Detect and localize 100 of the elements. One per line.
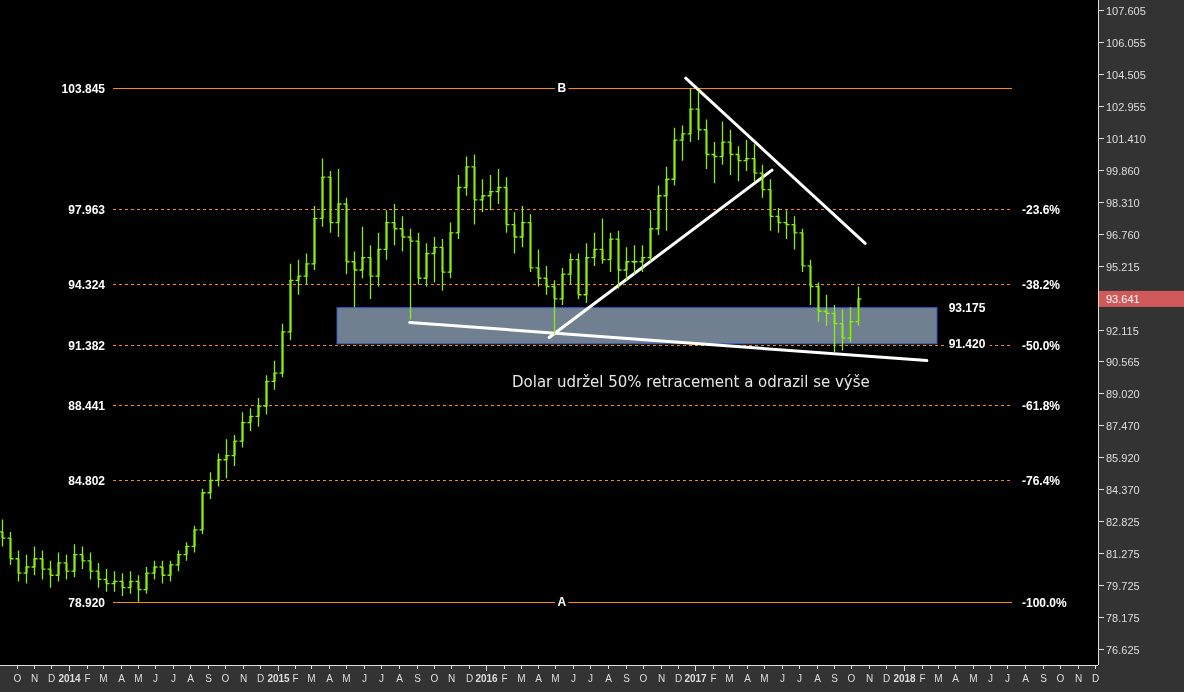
x-tick-label: A [535,673,543,684]
x-tick-label: F [919,673,926,684]
ref-line-label: 103.845 [61,81,106,96]
x-tick-label: J [153,673,158,684]
y-tick-label: 99.860 [1106,164,1140,177]
y-tick-label: 82.825 [1106,515,1140,528]
ref-line-label: 84.802 [68,473,106,488]
x-tick-label: J [988,673,993,684]
x-tick-label: 2014 [58,673,82,684]
x-tick-label: M [725,673,734,684]
ref-line-label: 94.324 [68,277,106,292]
x-tick-label: A [187,673,195,684]
text: 93.641 [1106,292,1140,305]
x-tick-label: S [623,673,631,684]
y-tick-label: 79.725 [1106,579,1140,592]
x-tick-label: J [362,673,367,684]
x-tick-label: 2015 [267,673,291,684]
x-tick-label: A [118,673,126,684]
x-tick-label: M [517,673,526,684]
y-tick-label: 106.055 [1106,36,1146,49]
x-tick-label: N [865,673,874,684]
y-tick-label: 101.410 [1106,132,1146,145]
x-tick-label: J [379,673,384,684]
x-tick-label: D [1091,673,1100,684]
x-tick-label: M [307,673,316,684]
x-tick-label: D [465,673,474,684]
y-tick-label: 89.020 [1106,387,1140,400]
y2-tick-label: -61.8% [1022,398,1061,413]
x-tick-label: A [952,673,960,684]
y-tick-label: 95.215 [1106,260,1140,273]
x-tick-label: F [710,673,717,684]
x-tick-label: A [744,673,752,684]
x-tick-label: J [1005,673,1010,684]
x-tick-label: M [342,673,351,684]
x-tick-label: 2017 [684,673,708,684]
y-tick-label: 96.760 [1106,228,1140,241]
x-tick-label: J [171,673,176,684]
y-tick-label: 104.505 [1106,68,1146,81]
x-tick-label: M [99,673,108,684]
y2-tick-label: -23.6% [1022,202,1061,217]
x-tick-label: D [674,673,683,684]
ref-line-label: 88.441 [68,398,106,413]
y-tick-label: 92.115 [1106,324,1139,337]
x-tick-label: F [501,673,508,684]
x-tick-label: A [1022,673,1030,684]
x-tick-label: M [760,673,769,684]
y-tick-label: 102.955 [1106,100,1146,113]
x-tick-label: M [551,673,560,684]
y-tick-label: 107.605 [1106,4,1146,17]
x-tick-label: N [1074,673,1083,684]
x-tick-label: O [847,673,856,684]
y-tick-label: 87.470 [1106,419,1140,432]
x-tick-label: N [447,673,456,684]
x-tick-label: O [639,673,648,684]
x-tick-label: M [934,673,943,684]
x-tick-label: J [797,673,802,684]
x-tick-label: D [256,673,265,684]
x-tick-label: M [969,673,978,684]
x-tick-label: J [588,673,593,684]
ref-line-label: 97.963 [68,202,106,217]
x-tick-label: S [1040,673,1048,684]
x-tick-label: A [326,673,334,684]
x-tick-label: S [414,673,422,684]
x-tick-label: S [831,673,839,684]
ref-line-label: 91.382 [68,338,106,353]
y2-tick-label: -76.4% [1022,473,1061,488]
y-tick-label: 76.625 [1106,643,1140,656]
y-tick-label: 98.310 [1106,196,1140,209]
x-tick-label: O [13,673,22,684]
y2-tick-label: -38.2% [1022,277,1061,292]
x-tick-label: O [1056,673,1065,684]
x-tick-label: J [571,673,576,684]
annotation: 93.175 [948,301,986,316]
x-tick-label: A [396,673,404,684]
annotation: 91.420 [948,337,986,352]
x-tick-label: A [605,673,613,684]
y2-tick-label: -100.0% [1022,595,1068,610]
y-tick-label: 85.920 [1106,451,1140,464]
y-tick-label: 78.175 [1106,611,1140,624]
annotation: Dolar udržel 50% retracement a odrazil se výše [512,372,870,391]
x-tick-label: F [292,673,299,684]
x-tick-label: M [134,673,143,684]
x-tick-label: N [239,673,248,684]
x-tick-label: 2016 [475,673,499,684]
y-tick-label: 81.275 [1106,547,1140,560]
annotation: A [557,595,567,610]
x-tick-label: 2018 [893,673,917,684]
x-tick-label: F [84,673,91,684]
y-tick-label: 84.370 [1106,483,1140,496]
x-tick-label: A [814,673,822,684]
y-tick-label: 90.565 [1106,355,1140,368]
x-tick-label: O [430,673,439,684]
x-tick-label: S [205,673,213,684]
x-tick-label: N [30,673,39,684]
y2-tick-label: -50.0% [1022,338,1061,353]
x-tick-label: N [657,673,666,684]
ref-line-label: 78.920 [68,595,106,610]
x-tick-label: D [882,673,891,684]
x-tick-label: O [221,673,230,684]
annotation: B [557,81,567,96]
